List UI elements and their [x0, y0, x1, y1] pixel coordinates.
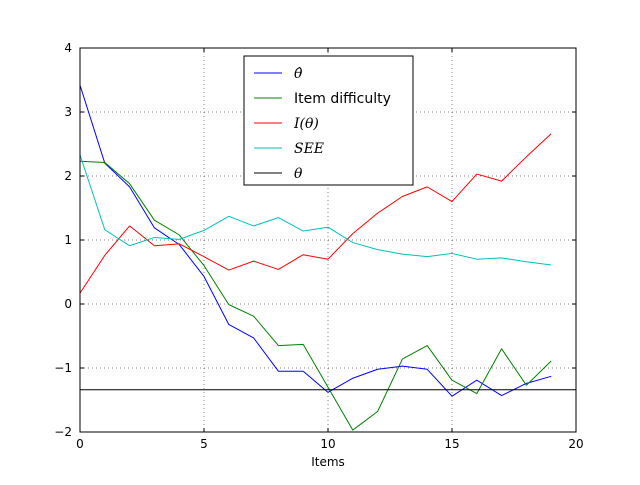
series-line-2 [79, 133, 552, 294]
series-line-1 [79, 160, 552, 431]
x-axis-label: Items [311, 455, 345, 469]
axis-labels: 0 5 10 15 20 −2 −1 0 1 2 3 4 [54, 41, 583, 451]
legend-label: θ [294, 166, 303, 182]
legend-label: θ̂ [294, 66, 303, 82]
x-tick-label: 5 [200, 437, 208, 451]
x-tick-label: 15 [444, 437, 459, 451]
x-tick-label: 0 [76, 437, 84, 451]
y-tick-label: −1 [54, 361, 72, 375]
y-tick-label: 4 [64, 41, 72, 55]
y-tick-label: 3 [64, 105, 72, 119]
y-tick-label: −2 [54, 425, 72, 439]
x-tick-label: 20 [568, 437, 583, 451]
legend-label: I(θ) [293, 116, 319, 132]
series-line-0 [79, 84, 552, 397]
axis-ticks [79, 47, 577, 433]
x-tick-label: 10 [320, 437, 335, 451]
legend-label: SEE [294, 141, 324, 157]
series-line-3 [79, 154, 552, 266]
y-tick-label: 2 [64, 169, 72, 183]
series-lines [79, 84, 576, 431]
legend: θ̂ Item difficulty I(θ) SEE θ [243, 55, 414, 186]
legend-label: Item difficulty [294, 91, 391, 107]
y-tick-label: 1 [64, 233, 72, 247]
legend-box [243, 55, 414, 186]
y-tick-label: 0 [64, 297, 72, 311]
